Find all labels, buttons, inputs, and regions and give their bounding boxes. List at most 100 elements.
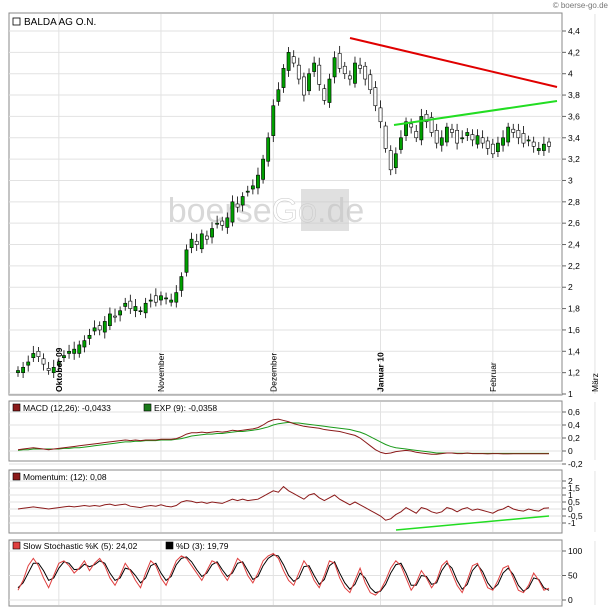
momentum-y-tick-label: 1,5 [568,483,580,493]
stoch-panel: Slow Stochastic %K (5): 24,02 %D (3): 19,… [8,539,596,607]
legend-swatch [143,403,152,412]
macd-lines [17,418,549,455]
main-y-ticks: 4,4 4,2 4 3,8 3,6 3,4 3,2 3 2,8 2,6 2,4 2,2 2 1,8 1,6 1… [562,26,580,399]
candle-body [455,129,459,144]
stoch-y-tick-label: 100 [568,546,582,556]
legend-swatch [12,472,21,481]
stoch-k-line [17,552,550,596]
candle-body [16,370,20,373]
macd-line [17,418,549,455]
candle-body [271,105,276,136]
candle-body [92,327,97,332]
candle-body [21,367,26,373]
candle-body [143,302,148,314]
main-y-tick-label: 3,6 [568,111,580,121]
title-checkbox[interactable] [12,17,21,26]
candle-body [250,185,255,190]
main-y-tick-label: 2,8 [568,197,580,207]
legend-label: %D (3): 19,79 [176,541,229,551]
main-y-tick-label: 4,4 [568,26,580,36]
month-label: Februar [488,362,498,392]
candle-body [496,142,500,152]
month-label: März [590,373,600,392]
candle-body [521,133,526,144]
main-panel: boerseGo.de Oktober 09NovemberDezemberJa… [8,12,600,399]
candle-body [281,68,286,88]
main-y-tick-label: 1,4 [568,346,580,356]
candle-body [296,64,301,80]
main-y-tick-label: 1,6 [568,325,580,335]
candle-body [536,148,541,151]
candle-body [475,135,480,145]
momentum-y-ticks: 21,510,50-0,5-1 [562,476,583,528]
candle-body [97,325,102,331]
momentum-y-tick-label: 0,5 [568,497,580,507]
candle-body [220,220,225,226]
candle-body [383,125,388,149]
legend-label: EXP (9): -0,0358 [154,403,217,413]
main-y-tick-label: 3,2 [568,154,580,164]
candle-body [378,107,383,123]
candle-body [327,78,332,103]
candle-body [332,57,337,78]
candle-body [26,361,31,366]
watermark-left: boerse [168,192,272,230]
candle-body [286,52,291,71]
candle-body [256,174,260,189]
macd-grid [9,402,596,465]
momentum-y-tick-label: -0,5 [568,511,583,521]
candle-body [179,276,184,291]
candle-body [363,65,368,80]
candle-body [465,132,470,136]
candle-body [480,137,485,144]
candle-body [153,295,158,303]
watermark-go-box [301,189,349,231]
momentum-y-tick-label: 1 [568,490,573,500]
candle-body [82,340,87,348]
legend-label: Slow Stochastic %K (5): 24,02 [23,541,138,551]
candle-body [429,117,434,133]
stoch-y-tick-label: 0 [568,595,573,605]
resistance-trendline [349,37,558,88]
main-frame [8,12,563,396]
candle-body [51,367,56,373]
main-y-tick-label: 2,2 [568,261,580,271]
macd-y-tick-label: 0,6 [568,407,580,417]
legend-label: Momentum: (12): 0,08 [23,472,107,482]
candle-body [235,203,240,208]
candle-body [56,361,61,366]
candle-body [419,116,424,141]
candle-body [470,134,475,141]
candle-body [62,355,66,358]
candle-body [337,53,342,69]
candle-body [409,123,414,128]
stoch-legend: Slow Stochastic %K (5): 24,02 %D (3): 19,… [12,541,229,551]
candle-body [128,300,133,309]
candle-body [302,76,306,96]
main-y-tick-label: 1,8 [568,304,580,314]
candle-body [174,292,179,303]
month-label: Januar 10 [376,352,386,392]
candle-body [444,126,449,143]
macd-y-tick-label: 0,2 [568,433,580,443]
momentum-trendline [395,515,550,531]
candle-body [36,350,41,357]
candle-body [373,87,378,107]
candle-body [210,228,214,238]
momentum-line [17,485,550,521]
candle-body [148,299,153,302]
candle-body [434,129,439,144]
candle-body [169,299,174,303]
candle-body [46,368,51,371]
candle-body [199,233,204,250]
macd-y-tick-label: 0 [568,446,573,456]
macd-y-tick-label: 0,4 [568,420,580,430]
candle-body [240,196,245,206]
momentum-legend: Momentum: (12): 0,08 [12,472,107,482]
legend-swatch [12,403,21,412]
candle-body [368,74,373,91]
candle-body [414,131,419,139]
main-y-tick-label: 4,2 [568,47,580,57]
candle-body [291,56,296,64]
candle-body [388,150,393,171]
